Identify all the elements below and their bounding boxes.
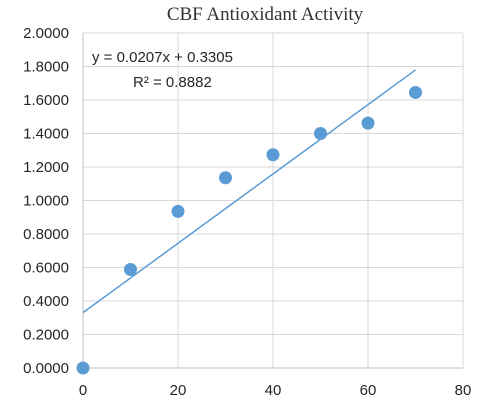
data-point: [266, 148, 280, 162]
y-tick-label: 0.2000: [23, 327, 69, 344]
y-tick-label: 1.6000: [23, 92, 69, 109]
y-tick-label: 0.6000: [23, 260, 69, 277]
x-tick-label: 60: [360, 382, 377, 399]
data-point: [171, 204, 185, 218]
y-tick-label: 0.8000: [23, 226, 69, 243]
x-tick-label: 0: [79, 382, 87, 399]
grid-lines: [83, 32, 464, 368]
y-tick-label: 1.0000: [23, 193, 69, 210]
x-tick-label: 40: [265, 382, 282, 399]
trendline: [82, 69, 416, 314]
x-axis-ticks: 0 20 40 60 80: [79, 382, 472, 399]
data-point: [314, 127, 327, 140]
trendline-layer: [82, 69, 416, 314]
y-tick-label: 1.4000: [23, 126, 69, 143]
y-tick-label: 0.4000: [23, 293, 69, 310]
data-point: [124, 263, 137, 277]
data-point: [219, 171, 232, 185]
data-point: [361, 116, 375, 130]
trendline-r-squared: R² = 0.8882: [133, 74, 212, 91]
y-tick-label: 0.0000: [23, 360, 69, 377]
y-tick-label: 1.2000: [23, 159, 69, 176]
chart-title: CBF Antioxidant Activity: [167, 4, 364, 25]
trendline-equation: y = 0.0207x + 0.3305: [92, 49, 233, 66]
y-axis-ticks: 0.0000 0.2000 0.4000 0.6000 0.8000 1.0000 1.20…: [23, 25, 69, 377]
data-points: [76, 85, 422, 375]
y-tick-label: 1.8000: [23, 59, 69, 76]
data-point: [409, 85, 422, 99]
x-tick-label: 20: [170, 382, 187, 399]
x-tick-label: 80: [455, 382, 472, 399]
data-point: [76, 361, 90, 375]
y-tick-label: 2.0000: [23, 25, 69, 42]
